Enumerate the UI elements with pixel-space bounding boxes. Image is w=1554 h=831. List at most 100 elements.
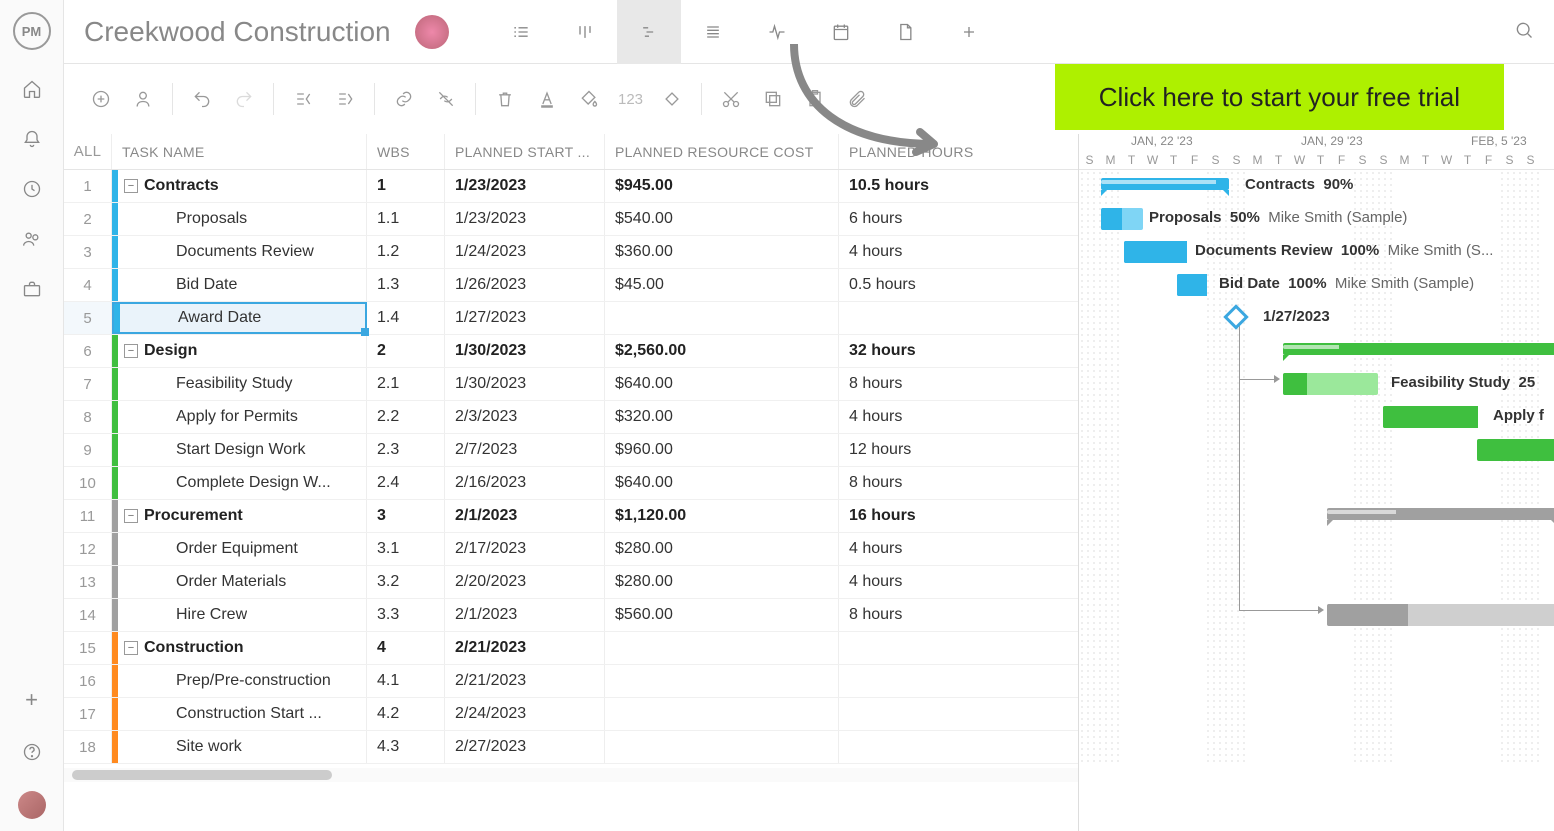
start-cell[interactable]: 1/30/2023	[445, 335, 605, 367]
start-cell[interactable]: 2/24/2023	[445, 698, 605, 730]
notifications-icon[interactable]	[21, 128, 43, 150]
add-task-icon[interactable]	[82, 80, 120, 118]
cost-cell[interactable]: $640.00	[605, 467, 839, 499]
hours-cell[interactable]: 8 hours	[839, 467, 999, 499]
gantt-task-bar[interactable]	[1477, 439, 1554, 461]
start-cell[interactable]: 2/21/2023	[445, 665, 605, 697]
app-logo[interactable]: PM	[13, 12, 51, 50]
people-icon[interactable]	[21, 228, 43, 250]
wbs-cell[interactable]: 1.4	[367, 302, 445, 334]
search-icon[interactable]	[1514, 20, 1534, 44]
task-name-cell[interactable]: −Procurement	[112, 500, 367, 532]
start-cell[interactable]: 2/21/2023	[445, 632, 605, 664]
gantt-task-bar[interactable]	[1283, 373, 1378, 395]
wbs-cell[interactable]: 2.3	[367, 434, 445, 466]
start-cell[interactable]: 1/23/2023	[445, 170, 605, 202]
cost-cell[interactable]	[605, 698, 839, 730]
cost-cell[interactable]: $960.00	[605, 434, 839, 466]
start-cell[interactable]: 2/27/2023	[445, 731, 605, 763]
text-color-icon[interactable]	[528, 80, 566, 118]
add-icon[interactable]: +	[25, 687, 38, 713]
gantt-task-bar[interactable]	[1177, 274, 1207, 296]
col-name[interactable]: TASK NAME	[112, 134, 367, 169]
task-row[interactable]: 1−Contracts11/23/2023$945.0010.5 hours	[64, 170, 1078, 203]
task-name-cell[interactable]: Bid Date	[112, 269, 367, 301]
cost-cell[interactable]: $945.00	[605, 170, 839, 202]
task-name-cell[interactable]: Feasibility Study	[112, 368, 367, 400]
view-calendar-icon[interactable]	[809, 0, 873, 64]
wbs-cell[interactable]: 1.1	[367, 203, 445, 235]
fill-color-icon[interactable]	[570, 80, 608, 118]
collapse-icon[interactable]: −	[124, 509, 138, 523]
wbs-cell[interactable]: 4.3	[367, 731, 445, 763]
indent-icon[interactable]	[326, 80, 364, 118]
task-row[interactable]: 5Award Date1.41/27/2023	[64, 302, 1078, 335]
cost-cell[interactable]: $560.00	[605, 599, 839, 631]
col-start[interactable]: PLANNED START ...	[445, 134, 605, 169]
col-hours[interactable]: PLANNED HOURS	[839, 134, 999, 169]
paste-icon[interactable]	[796, 80, 834, 118]
task-name-cell[interactable]: Site work	[112, 731, 367, 763]
cost-cell[interactable]	[605, 731, 839, 763]
number-format-button[interactable]: 123	[612, 91, 649, 108]
col-wbs[interactable]: WBS	[367, 134, 445, 169]
task-name-cell[interactable]: Proposals	[112, 203, 367, 235]
hours-cell[interactable]: 4 hours	[839, 236, 999, 268]
outdent-icon[interactable]	[284, 80, 322, 118]
view-add-icon[interactable]	[937, 0, 1001, 64]
task-row[interactable]: 13Order Materials3.22/20/2023$280.004 ho…	[64, 566, 1078, 599]
start-cell[interactable]: 1/30/2023	[445, 368, 605, 400]
task-row[interactable]: 15−Construction42/21/2023	[64, 632, 1078, 665]
wbs-cell[interactable]: 2.2	[367, 401, 445, 433]
start-cell[interactable]: 2/16/2023	[445, 467, 605, 499]
gantt-chart[interactable]: JAN, 22 '23JAN, 29 '23FEB, 5 '23SMTWTFSS…	[1079, 134, 1554, 831]
cut-icon[interactable]	[712, 80, 750, 118]
attach-icon[interactable]	[838, 80, 876, 118]
home-icon[interactable]	[21, 78, 43, 100]
task-name-cell[interactable]: Start Design Work	[112, 434, 367, 466]
cost-cell[interactable]: $280.00	[605, 533, 839, 565]
hours-cell[interactable]	[839, 302, 999, 334]
cost-cell[interactable]	[605, 665, 839, 697]
task-row[interactable]: 9Start Design Work2.32/7/2023$960.0012 h…	[64, 434, 1078, 467]
project-avatar[interactable]	[415, 15, 449, 49]
task-name-cell[interactable]: Construction Start ...	[112, 698, 367, 730]
redo-icon[interactable]	[225, 80, 263, 118]
hours-cell[interactable]	[839, 632, 999, 664]
gantt-task-bar[interactable]	[1101, 208, 1143, 230]
task-row[interactable]: 14Hire Crew3.32/1/2023$560.008 hours	[64, 599, 1078, 632]
wbs-cell[interactable]: 2.4	[367, 467, 445, 499]
task-row[interactable]: 7Feasibility Study2.11/30/2023$640.008 h…	[64, 368, 1078, 401]
wbs-cell[interactable]: 4.1	[367, 665, 445, 697]
task-name-cell[interactable]: −Contracts	[112, 170, 367, 202]
clock-icon[interactable]	[21, 178, 43, 200]
view-list-icon[interactable]	[489, 0, 553, 64]
hours-cell[interactable]: 4 hours	[839, 566, 999, 598]
hours-cell[interactable]	[839, 698, 999, 730]
task-name-cell[interactable]: Hire Crew	[112, 599, 367, 631]
hours-cell[interactable]: 0.5 hours	[839, 269, 999, 301]
start-cell[interactable]: 1/27/2023	[445, 302, 605, 334]
hours-cell[interactable]: 10.5 hours	[839, 170, 999, 202]
task-row[interactable]: 4Bid Date1.31/26/2023$45.000.5 hours	[64, 269, 1078, 302]
wbs-cell[interactable]: 2	[367, 335, 445, 367]
task-row[interactable]: 3Documents Review1.21/24/2023$360.004 ho…	[64, 236, 1078, 269]
task-row[interactable]: 16Prep/Pre-construction4.12/21/2023	[64, 665, 1078, 698]
task-row[interactable]: 17Construction Start ...4.22/24/2023	[64, 698, 1078, 731]
task-name-cell[interactable]: Order Materials	[112, 566, 367, 598]
delete-icon[interactable]	[486, 80, 524, 118]
gantt-summary-bar[interactable]	[1327, 508, 1554, 520]
task-name-cell[interactable]: Apply for Permits	[112, 401, 367, 433]
gantt-task-bar[interactable]	[1383, 406, 1478, 428]
view-file-icon[interactable]	[873, 0, 937, 64]
view-sheet-icon[interactable]	[681, 0, 745, 64]
task-name-cell[interactable]: Award Date	[112, 302, 367, 334]
gantt-summary-bar[interactable]	[1283, 343, 1554, 355]
undo-icon[interactable]	[183, 80, 221, 118]
hours-cell[interactable]	[839, 731, 999, 763]
unlink-icon[interactable]	[427, 80, 465, 118]
hours-cell[interactable]: 8 hours	[839, 368, 999, 400]
col-all[interactable]: ALL	[64, 134, 112, 169]
collapse-icon[interactable]: −	[124, 641, 138, 655]
task-row[interactable]: 12Order Equipment3.12/17/2023$280.004 ho…	[64, 533, 1078, 566]
